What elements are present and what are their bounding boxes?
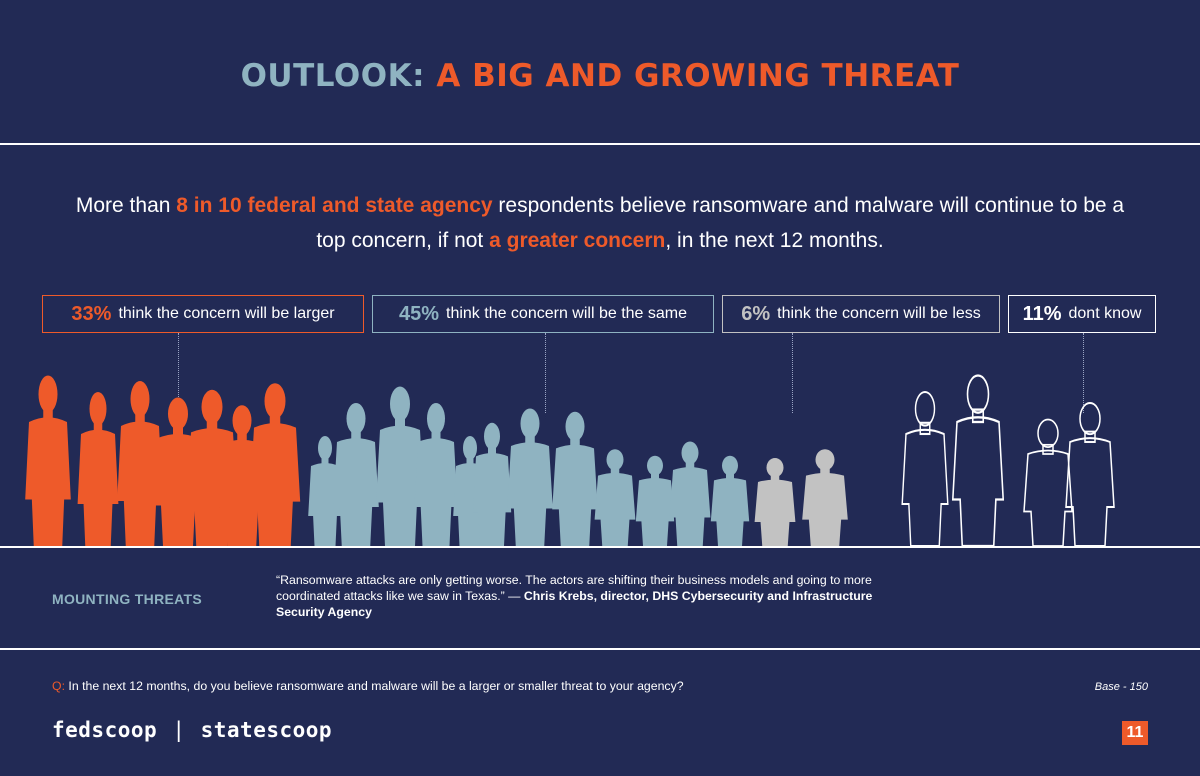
mounting-threats-label: MOUNTING THREATS [52,591,202,607]
headline-text-3: , in the next 12 months. [665,229,884,252]
question-label: Q: [52,679,65,693]
base-count: Base - 150 [1094,681,1148,693]
top-divider [0,143,1200,145]
fedscoop-logo: fedscoop [52,718,158,742]
headline-highlight-2: a greater concern [489,229,666,252]
page-title: OUTLOOK: A BIG AND GROWING THREAT [0,58,1200,94]
stat-box-same: 45% think the concern will be the same [372,295,714,333]
statescoop-logo: statescoop [200,718,333,742]
headline-highlight-1: 8 in 10 federal and state agency [176,194,493,217]
stat-box-less: 6% think the concern will be less [722,295,1000,333]
page-number: 11 [1122,721,1148,745]
quote-text: “Ransomware attacks are only getting wor… [276,573,872,603]
people-silhouettes [0,374,1200,548]
connector-larger [178,333,179,413]
stat-label-dont-know: dont know [1068,305,1142,322]
brand-separator: | [172,718,186,742]
connector-dont-know [1083,333,1084,413]
headline: More than 8 in 10 federal and state agen… [60,188,1140,258]
stat-label-same: think the concern will be the same [446,305,688,322]
group-larger [25,375,301,546]
headline-text-1: More than [75,194,177,217]
survey-question: Q: In the next 12 months, do you believe… [52,679,684,693]
stat-box-larger: 33% think the concern will be larger [42,295,364,333]
quote-attribution: Chris Krebs, director, DHS Cybersecurity… [276,589,873,619]
stat-label-less: think the concern will be less [777,305,981,322]
stat-box-dont-know: 11% dont know [1008,295,1156,333]
bottom-divider [0,648,1200,650]
connector-less [792,333,793,413]
stat-pct-same: 45% [398,302,439,325]
title-outlook: OUTLOOK: [240,58,426,94]
stat-pct-larger: 33% [71,302,112,325]
connector-same [545,333,546,413]
group-same [308,386,750,546]
ground-line [0,546,1200,548]
group-less [754,449,848,546]
stat-label-larger: think the concern will be larger [118,305,335,322]
brand-logo: fedscoop | statescoop [52,718,332,742]
headline-text-2: respondents believe ransomware and malwa… [316,194,1125,252]
group-dont-know [901,374,1115,548]
stat-pct-dont-know: 11% [1022,302,1062,325]
stat-pct-less: 6% [741,302,771,325]
question-text: In the next 12 months, do you believe ra… [64,679,684,693]
title-threat: A BIG AND GROWING THREAT [436,58,960,94]
krebs-quote: “Ransomware attacks are only getting wor… [276,572,916,620]
